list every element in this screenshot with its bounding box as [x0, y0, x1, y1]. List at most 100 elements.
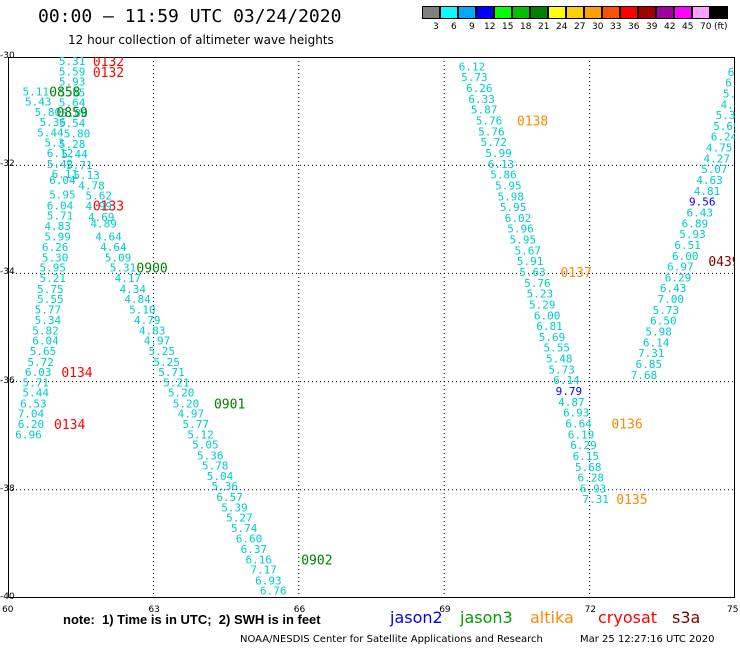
track-east-ascending: 6.6.5.24.85.375.696.244.754.275.074.634.…: [631, 66, 735, 382]
color-scale-label: 33: [610, 22, 622, 32]
pass-time-label: 0138: [517, 115, 548, 130]
wave-height-value: 6.29: [665, 271, 692, 284]
wave-height-value: 5.63: [519, 266, 546, 279]
pass-time-label: 0134: [54, 418, 85, 433]
wave-height-value: 4.83: [44, 220, 71, 233]
wave-height-value: 5.30: [42, 251, 69, 264]
wave-height-value: 5.08: [61, 107, 88, 120]
wave-height-value: 9.56: [689, 196, 716, 209]
wave-height-value: 4.34: [119, 283, 146, 296]
wave-height-value: 7.04: [18, 408, 45, 421]
color-swatch: [440, 6, 458, 19]
pass-time-label: 0900: [136, 262, 167, 277]
wave-height-value: 6.14: [643, 336, 670, 349]
wave-height-value: 5.3: [44, 137, 64, 150]
wave-height-value: 6.53: [20, 397, 47, 410]
footer-timestamp: Mar 25 12:27:16 UTC 2020: [580, 634, 715, 645]
wave-height-value: 6.51: [674, 239, 701, 252]
wave-height-value: 5.73: [461, 71, 488, 84]
wave-height-value: 6.16: [245, 553, 272, 566]
lon-axis-label: 66: [293, 605, 306, 615]
wave-height-value: 5.27: [226, 512, 253, 525]
wave-height-value: 5.67: [514, 244, 541, 257]
wave-height-value: 4.83: [139, 324, 166, 337]
wave-height-value: 5.13: [73, 169, 100, 182]
wave-height-value: 4.84: [124, 293, 151, 306]
wave-height-value: 6.19: [568, 428, 595, 441]
wave-height-value: 5.99: [44, 230, 71, 243]
wave-height-value: 6.93: [580, 482, 607, 495]
page-subtitle: 12 hour collection of altimeter wave hei…: [68, 33, 334, 47]
wave-height-value: 5.72: [481, 136, 508, 149]
wave-height-value: 5.31: [110, 262, 137, 275]
wave-height-value: 5.73: [548, 363, 575, 376]
wave-height-value: 6.04: [32, 335, 59, 348]
wave-height-value: 9.79: [556, 385, 583, 398]
lat-axis-label: -30: [0, 51, 15, 61]
wave-height-value: 5.21: [163, 376, 190, 389]
color-swatch: [494, 6, 512, 19]
wave-height-value: 5.82: [32, 324, 59, 337]
color-swatch: [638, 6, 656, 19]
footer-credit: NOAA/NESDIS Center for Satellite Applica…: [240, 634, 543, 645]
wave-height-value: 7.31: [582, 493, 609, 506]
wave-height-value: 5.69: [713, 120, 735, 133]
wave-height-value: 6.26: [466, 82, 493, 95]
lon-axis-label: 72: [584, 605, 597, 615]
wave-height-value: 5.93: [59, 76, 86, 89]
wave-height-value: 6.43: [687, 206, 714, 219]
lon-axis-label: 69: [439, 605, 451, 615]
wave-height-value: 5.78: [202, 460, 229, 473]
wave-height-value: 6.04: [47, 199, 74, 212]
wave-height-value: 5.21: [40, 272, 67, 285]
color-scale-label: 42: [664, 22, 676, 32]
wave-height-value: 4.8: [720, 98, 735, 111]
footnote: note: 1) Time is in UTC; 2) SWH is in fe…: [63, 612, 321, 627]
wave-height-value: 5.96: [507, 223, 534, 236]
pass-time-label: 0132: [93, 66, 124, 81]
wave-height-value: 5.23: [527, 288, 554, 301]
color-swatch: [674, 6, 692, 19]
wave-height-value: 4.27: [703, 152, 730, 165]
color-scale-label: 3: [433, 22, 439, 32]
pass-time-label: 0136: [611, 417, 642, 432]
wave-height-value: 5.36: [40, 116, 67, 129]
color-swatch: [530, 6, 548, 19]
wave-height-value: 5.69: [539, 331, 566, 344]
wave-height-value: 6.15: [573, 450, 600, 463]
wave-height-value: 5.25: [153, 356, 180, 369]
wave-height-value: 5.07: [701, 163, 728, 176]
wave-height-value: 5.76: [524, 277, 551, 290]
color-scale-label: 18: [520, 22, 532, 32]
wave-height-value: 6.97: [667, 261, 694, 274]
wave-height-value: 5.10: [129, 303, 156, 316]
wave-height-value: 4.69: [88, 211, 115, 224]
wave-height-value: 4.63: [696, 174, 723, 187]
wave-height-value: 6.57: [216, 491, 243, 504]
wave-height-value: 4.79: [134, 314, 161, 327]
wave-height-value: 5.11: [23, 85, 50, 98]
legend-jason2: jason2: [390, 608, 443, 627]
track-west-right: 5.315.595.935.555.645.085.545.805.285.44…: [59, 57, 287, 598]
wave-height-value: 5.05: [192, 439, 219, 452]
wave-height-value: 5.34: [35, 314, 62, 327]
wave-height-value: 4.64: [100, 241, 127, 254]
wave-height-value: 5.87: [471, 104, 498, 117]
color-scale-label: 30: [592, 22, 604, 32]
wave-height-value: 5.20: [168, 387, 195, 400]
wave-height-value: 6.20: [18, 418, 45, 431]
wave-height-value: 5.80: [64, 127, 90, 140]
wave-height-value: 5.71: [23, 376, 50, 389]
wave-height-value: 4.99: [86, 200, 113, 213]
wave-height-value: 4.97: [178, 408, 205, 421]
pass-time-label: 0137: [561, 266, 592, 281]
color-scale-label: 21: [538, 22, 550, 32]
pass-time-label: 0858: [49, 85, 80, 100]
wave-height-value: 5.86: [490, 169, 517, 182]
wave-height-value: 6.: [725, 77, 735, 90]
wave-height-value: 6.03: [25, 366, 52, 379]
wave-height-value: 5.12: [187, 428, 214, 441]
color-swatch: [512, 6, 530, 19]
wave-height-value: 5.04: [207, 470, 234, 483]
wave-height-value: 6.28: [577, 472, 604, 485]
